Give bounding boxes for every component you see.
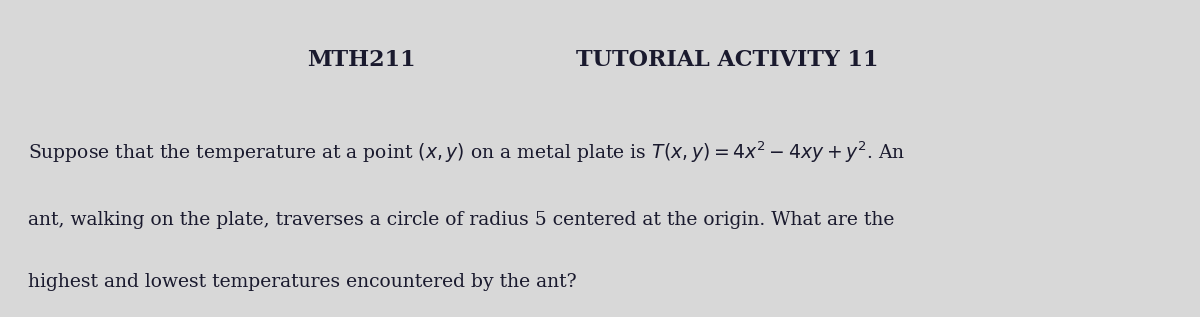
Text: TUTORIAL ACTIVITY 11: TUTORIAL ACTIVITY 11 (576, 49, 878, 71)
Text: ant, walking on the plate, traverses a circle of radius 5 centered at the origin: ant, walking on the plate, traverses a c… (28, 211, 894, 229)
Text: MTH211: MTH211 (307, 49, 416, 71)
Text: Suppose that the temperature at a point $(x, y)$ on a metal plate is $T(x, y)=4x: Suppose that the temperature at a point … (28, 139, 905, 165)
Text: highest and lowest temperatures encountered by the ant?: highest and lowest temperatures encounte… (28, 273, 577, 291)
